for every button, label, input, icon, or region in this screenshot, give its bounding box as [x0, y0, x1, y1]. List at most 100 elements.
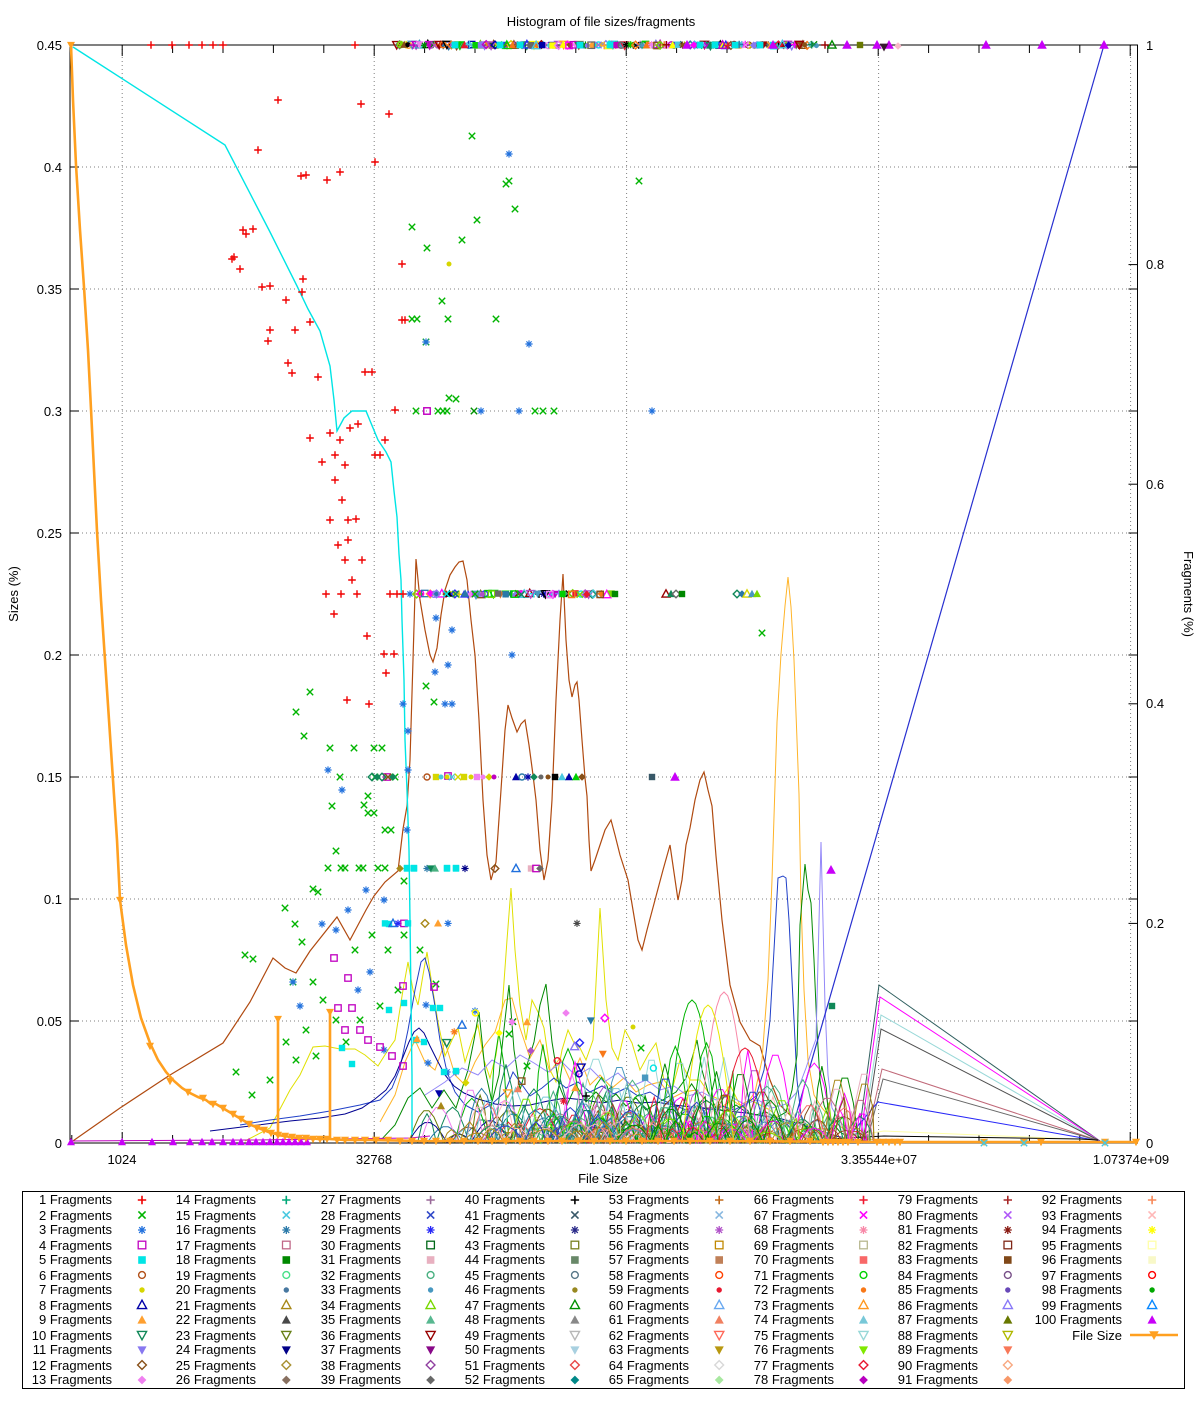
svg-text:52 Fragments: 52 Fragments [465, 1372, 546, 1387]
svg-text:55 Fragments: 55 Fragments [609, 1222, 690, 1237]
svg-text:32768: 32768 [356, 1152, 392, 1167]
svg-text:76 Fragments: 76 Fragments [754, 1342, 835, 1357]
svg-text:25 Fragments: 25 Fragments [176, 1358, 257, 1373]
svg-text:86 Fragments: 86 Fragments [898, 1298, 979, 1313]
svg-text:70 Fragments: 70 Fragments [754, 1252, 835, 1267]
svg-text:File Size: File Size [1072, 1328, 1122, 1343]
svg-text:1.04858e+06: 1.04858e+06 [589, 1152, 665, 1167]
svg-text:0.15: 0.15 [37, 770, 62, 785]
svg-text:61 Fragments: 61 Fragments [609, 1312, 690, 1327]
svg-text:6 Fragments: 6 Fragments [39, 1268, 112, 1283]
svg-text:5 Fragments: 5 Fragments [39, 1252, 112, 1267]
svg-text:88 Fragments: 88 Fragments [898, 1328, 979, 1343]
svg-text:74 Fragments: 74 Fragments [754, 1312, 835, 1327]
svg-text:94 Fragments: 94 Fragments [1042, 1222, 1123, 1237]
svg-text:67 Fragments: 67 Fragments [754, 1208, 835, 1223]
svg-text:1: 1 [1146, 38, 1153, 53]
svg-text:60 Fragments: 60 Fragments [609, 1298, 690, 1313]
svg-text:47 Fragments: 47 Fragments [465, 1298, 546, 1313]
svg-text:84 Fragments: 84 Fragments [898, 1268, 979, 1283]
svg-text:24 Fragments: 24 Fragments [176, 1342, 257, 1357]
svg-text:92 Fragments: 92 Fragments [1042, 1192, 1123, 1207]
svg-text:97 Fragments: 97 Fragments [1042, 1268, 1123, 1283]
svg-text:32 Fragments: 32 Fragments [321, 1268, 402, 1283]
svg-text:4 Fragments: 4 Fragments [39, 1238, 112, 1253]
svg-text:53 Fragments: 53 Fragments [609, 1192, 690, 1207]
svg-text:50 Fragments: 50 Fragments [465, 1342, 546, 1357]
svg-text:18 Fragments: 18 Fragments [176, 1252, 257, 1267]
svg-text:17 Fragments: 17 Fragments [176, 1238, 257, 1253]
svg-text:96 Fragments: 96 Fragments [1042, 1252, 1123, 1267]
svg-text:49 Fragments: 49 Fragments [465, 1328, 546, 1343]
svg-text:90 Fragments: 90 Fragments [898, 1358, 979, 1373]
svg-text:0: 0 [1146, 1136, 1153, 1151]
svg-text:89 Fragments: 89 Fragments [898, 1342, 979, 1357]
svg-text:66 Fragments: 66 Fragments [754, 1192, 835, 1207]
svg-text:51 Fragments: 51 Fragments [465, 1358, 546, 1373]
svg-text:19 Fragments: 19 Fragments [176, 1268, 257, 1283]
svg-text:83 Fragments: 83 Fragments [898, 1252, 979, 1267]
svg-text:46 Fragments: 46 Fragments [465, 1282, 546, 1297]
svg-text:48 Fragments: 48 Fragments [465, 1312, 546, 1327]
svg-text:44 Fragments: 44 Fragments [465, 1252, 546, 1267]
svg-text:1024: 1024 [108, 1152, 137, 1167]
svg-text:82 Fragments: 82 Fragments [898, 1238, 979, 1253]
svg-text:72 Fragments: 72 Fragments [754, 1282, 835, 1297]
svg-text:80 Fragments: 80 Fragments [898, 1208, 979, 1223]
svg-text:0.4: 0.4 [1146, 696, 1164, 711]
svg-text:33 Fragments: 33 Fragments [321, 1282, 402, 1297]
svg-text:93 Fragments: 93 Fragments [1042, 1208, 1123, 1223]
svg-text:85 Fragments: 85 Fragments [898, 1282, 979, 1297]
svg-text:7 Fragments: 7 Fragments [39, 1282, 112, 1297]
svg-text:95 Fragments: 95 Fragments [1042, 1238, 1123, 1253]
svg-text:28 Fragments: 28 Fragments [321, 1208, 402, 1223]
svg-text:39 Fragments: 39 Fragments [321, 1372, 402, 1387]
svg-text:54 Fragments: 54 Fragments [609, 1208, 690, 1223]
svg-text:38 Fragments: 38 Fragments [321, 1358, 402, 1373]
svg-text:57 Fragments: 57 Fragments [609, 1252, 690, 1267]
svg-text:8 Fragments: 8 Fragments [39, 1298, 112, 1313]
svg-text:69 Fragments: 69 Fragments [754, 1238, 835, 1253]
svg-text:30 Fragments: 30 Fragments [321, 1238, 402, 1253]
svg-text:78 Fragments: 78 Fragments [754, 1372, 835, 1387]
svg-text:98 Fragments: 98 Fragments [1042, 1282, 1123, 1297]
svg-text:81 Fragments: 81 Fragments [898, 1222, 979, 1237]
svg-text:15 Fragments: 15 Fragments [176, 1208, 257, 1223]
svg-text:87 Fragments: 87 Fragments [898, 1312, 979, 1327]
svg-text:0.35: 0.35 [37, 282, 62, 297]
svg-text:43 Fragments: 43 Fragments [465, 1238, 546, 1253]
svg-text:26 Fragments: 26 Fragments [176, 1372, 257, 1387]
svg-text:56 Fragments: 56 Fragments [609, 1238, 690, 1253]
svg-text:File Size: File Size [578, 1171, 628, 1186]
svg-text:0.25: 0.25 [37, 526, 62, 541]
svg-text:3 Fragments: 3 Fragments [39, 1222, 112, 1237]
svg-text:64 Fragments: 64 Fragments [609, 1358, 690, 1373]
svg-text:3.35544e+07: 3.35544e+07 [841, 1152, 917, 1167]
svg-text:75 Fragments: 75 Fragments [754, 1328, 835, 1343]
svg-text:91 Fragments: 91 Fragments [898, 1372, 979, 1387]
svg-text:71 Fragments: 71 Fragments [754, 1268, 835, 1283]
svg-text:100 Fragments: 100 Fragments [1035, 1312, 1123, 1327]
svg-text:0.4: 0.4 [44, 160, 62, 175]
svg-text:0.2: 0.2 [1146, 916, 1164, 931]
svg-text:23 Fragments: 23 Fragments [176, 1328, 257, 1343]
svg-text:Fragments (%): Fragments (%) [1181, 551, 1196, 637]
svg-text:77 Fragments: 77 Fragments [754, 1358, 835, 1373]
svg-text:68 Fragments: 68 Fragments [754, 1222, 835, 1237]
svg-text:31 Fragments: 31 Fragments [321, 1252, 402, 1267]
svg-text:99 Fragments: 99 Fragments [1042, 1298, 1123, 1313]
svg-text:0.6: 0.6 [1146, 477, 1164, 492]
svg-text:42 Fragments: 42 Fragments [465, 1222, 546, 1237]
svg-text:Histogram of file sizes/fragme: Histogram of file sizes/fragments [507, 14, 696, 29]
svg-text:0: 0 [55, 1136, 62, 1151]
svg-text:40 Fragments: 40 Fragments [465, 1192, 546, 1207]
svg-text:Sizes (%): Sizes (%) [6, 566, 21, 622]
svg-text:1.07374e+09: 1.07374e+09 [1093, 1152, 1169, 1167]
svg-text:35 Fragments: 35 Fragments [321, 1312, 402, 1327]
svg-text:0.1: 0.1 [44, 892, 62, 907]
svg-text:36 Fragments: 36 Fragments [321, 1328, 402, 1343]
svg-text:79 Fragments: 79 Fragments [898, 1192, 979, 1207]
svg-text:58 Fragments: 58 Fragments [609, 1268, 690, 1283]
svg-text:27 Fragments: 27 Fragments [321, 1192, 402, 1207]
svg-text:2 Fragments: 2 Fragments [39, 1208, 112, 1223]
